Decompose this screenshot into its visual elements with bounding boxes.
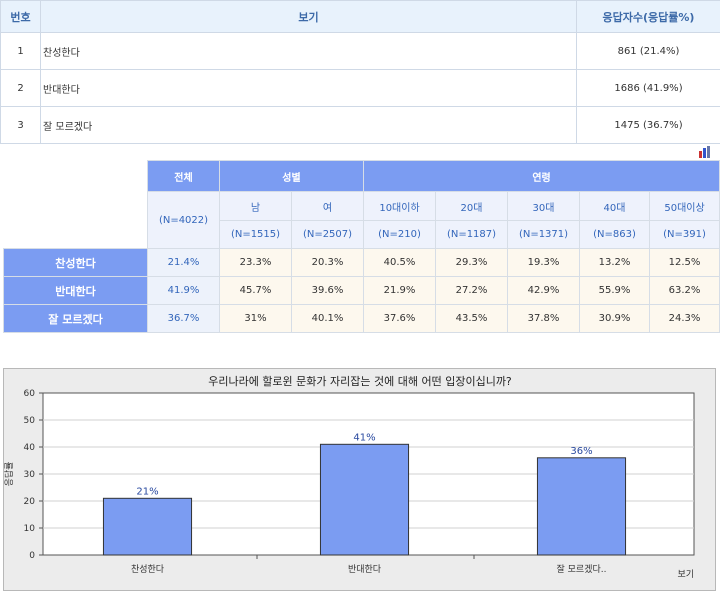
header-number: 번호: [0, 0, 41, 33]
table-row: 잘 모르겠다 36.7% 31% 40.1% 37.6% 43.5% 37.8%…: [3, 304, 720, 333]
x-axis-label: 보기: [677, 569, 694, 580]
group-label: 50대이상: [648, 191, 720, 221]
chart-title: 우리나라에 할로윈 문화가 자리잡는 것에 대해 어떤 입장이십니까?: [208, 374, 512, 388]
cell-value: 27.2%: [435, 276, 508, 305]
x-tick-label: 반대한다: [348, 564, 382, 575]
table-row: 1 찬성한다 861 (21.4%): [0, 32, 720, 70]
total-n: (N=4022): [147, 191, 220, 249]
group-n: (N=210): [363, 220, 436, 249]
cell-value: 24.3%: [648, 304, 720, 333]
cell-value: 13.2%: [579, 248, 650, 277]
group-n: (N=2507): [291, 220, 364, 249]
cell-value: 30.9%: [579, 304, 650, 333]
header-total: 전체: [147, 160, 220, 192]
bar-chart-icon[interactable]: [698, 146, 712, 158]
table-row: 3 잘 모르겠다 1475 (36.7%): [0, 106, 720, 144]
bar: [319, 443, 410, 556]
row-option: 반대한다: [40, 69, 577, 107]
y-tick-label: 60: [24, 389, 36, 399]
table-row: 찬성한다 21.4% 23.3% 20.3% 40.5% 29.3% 19.3%…: [3, 248, 720, 277]
cell-value: 39.6%: [291, 276, 364, 305]
row-option: 잘 모르겠다: [40, 106, 577, 144]
row-total: 41.9%: [147, 276, 220, 305]
row-total: 21.4%: [147, 248, 220, 277]
cell-value: 42.9%: [507, 276, 580, 305]
cell-value: 31%: [219, 304, 292, 333]
cell-value: 21.9%: [363, 276, 436, 305]
cell-value: 12.5%: [648, 248, 720, 277]
y-axis-ticks: 0 10 20 30 40 50 60: [24, 389, 43, 561]
cell-value: 23.3%: [219, 248, 292, 277]
row-number: 2: [0, 69, 41, 107]
corner-blank: [4, 161, 148, 249]
cell-value: 40.5%: [363, 248, 436, 277]
bar-chart: 우리나라에 할로윈 문화가 자리잡는 것에 대해 어떤 입장이십니까? 0 10 2…: [4, 374, 695, 580]
bars: 21% 41% 36%: [102, 432, 627, 556]
row-total: 36.7%: [147, 304, 220, 333]
x-tick-label: 찬성한다: [131, 564, 165, 575]
header-option: 보기: [40, 0, 577, 33]
row-count: 1475 (36.7%): [576, 106, 720, 144]
header-gender: 성별: [219, 160, 364, 192]
group-label: 30대: [507, 191, 580, 221]
data-label: 21%: [136, 486, 158, 497]
group-label: 40대: [579, 191, 650, 221]
bar: [536, 457, 627, 556]
cell-value: 37.6%: [363, 304, 436, 333]
x-axis-ticks: 찬성한다 반대한다 잘 모르겠다..: [131, 555, 607, 575]
row-count: 861 (21.4%): [576, 32, 720, 70]
group-n: (N=391): [648, 220, 720, 249]
cell-value: 19.3%: [507, 248, 580, 277]
answer-table-header: 번호 보기 응답자수(응답률%): [0, 0, 720, 33]
table-row: 2 반대한다 1686 (41.9%): [0, 69, 720, 107]
cell-value: 55.9%: [579, 276, 650, 305]
row-number: 3: [0, 106, 41, 144]
y-tick-label: 10: [24, 524, 36, 534]
answer-table: 번호 보기 응답자수(응답률%) 1 찬성한다 861 (21.4%) 2 반대…: [0, 0, 720, 144]
group-label: 20대: [435, 191, 508, 221]
cell-value: 63.2%: [648, 276, 720, 305]
group-label: 남: [219, 191, 292, 221]
group-label: 10대이하: [363, 191, 436, 221]
data-label: 41%: [353, 432, 375, 443]
group-label: 여: [291, 191, 364, 221]
cell-value: 40.1%: [291, 304, 364, 333]
table-row: 반대한다 41.9% 45.7% 39.6% 21.9% 27.2% 42.9%…: [3, 276, 720, 305]
row-label: 반대한다: [3, 276, 148, 305]
y-tick-label: 40: [24, 443, 36, 453]
y-tick-label: 20: [24, 497, 36, 507]
x-tick-label: 잘 모르겠다..: [557, 563, 607, 575]
row-number: 1: [0, 32, 41, 70]
group-n: (N=1187): [435, 220, 508, 249]
data-label: 36%: [570, 446, 592, 457]
group-n: (N=1371): [507, 220, 580, 249]
chart-panel: 우리나라에 할로윈 문화가 자리잡는 것에 대해 어떤 입장이십니까? 0 10 2…: [3, 368, 716, 591]
row-label: 찬성한다: [3, 248, 148, 277]
group-n: (N=863): [579, 220, 650, 249]
cell-value: 43.5%: [435, 304, 508, 333]
header-count: 응답자수(응답률%): [576, 0, 720, 33]
cell-value: 45.7%: [219, 276, 292, 305]
header-age: 연령: [362, 160, 720, 192]
cell-value: 29.3%: [435, 248, 508, 277]
group-n: (N=1515): [219, 220, 292, 249]
y-tick-label: 30: [24, 470, 36, 480]
row-count: 1686 (41.9%): [576, 69, 720, 107]
y-tick-label: 50: [24, 416, 36, 426]
cell-value: 20.3%: [291, 248, 364, 277]
cell-value: 37.8%: [507, 304, 580, 333]
y-axis-label: 응답률: [4, 462, 15, 487]
y-tick-label: 0: [29, 551, 35, 561]
row-label: 잘 모르겠다: [3, 304, 148, 333]
row-option: 찬성한다: [40, 32, 577, 70]
cross-tab-table: 전체 성별 연령 (N=4022) 남 여 10대이하 20대 30대 40대 …: [3, 160, 720, 333]
bar: [102, 497, 193, 556]
